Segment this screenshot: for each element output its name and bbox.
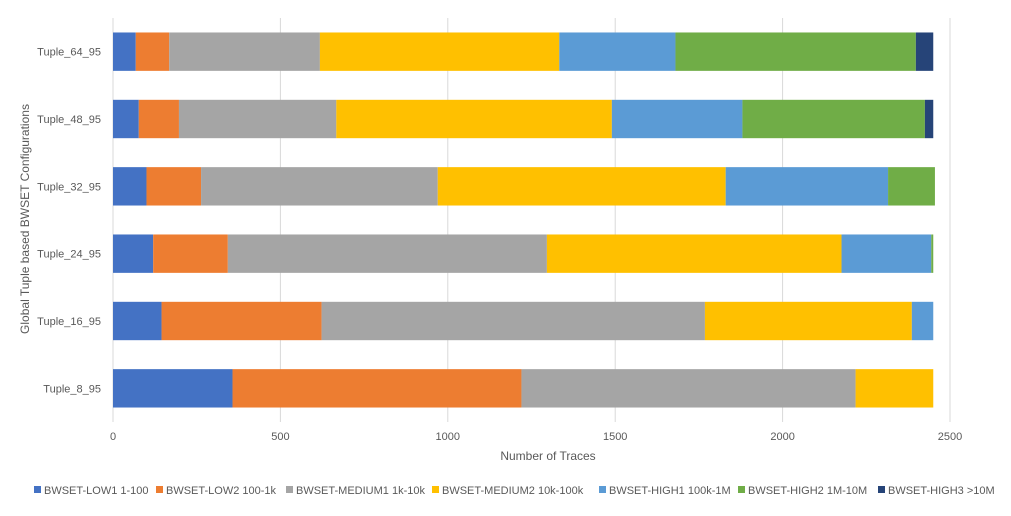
legend-swatch <box>599 486 606 493</box>
bar-segment <box>915 32 934 71</box>
legend-item: BWSET-HIGH1 100k-1M <box>599 485 731 497</box>
bar-segment <box>546 234 842 273</box>
legend-label: BWSET-LOW2 100-1k <box>166 485 277 497</box>
legend-swatch <box>432 486 439 493</box>
legend-label: BWSET-HIGH3 >10M <box>888 485 995 497</box>
bar-segment <box>559 32 676 71</box>
legend-label: BWSET-MEDIUM2 10k-100k <box>442 485 584 497</box>
bar-segment <box>675 32 916 71</box>
bar-segment <box>611 99 743 139</box>
bar-segment <box>161 301 322 341</box>
legend-label: BWSET-LOW1 1-100 <box>44 485 149 497</box>
legend-item: BWSET-HIGH2 1M-10M <box>738 485 867 497</box>
legend-swatch <box>878 486 885 493</box>
y-tick-label: Tuple_48_95 <box>37 114 101 126</box>
bar-segment <box>855 369 934 408</box>
y-axis-tick-labels: Tuple_8_95 Tuple_16_95 Tuple_24_95 Tuple_32… <box>37 47 101 396</box>
legend-swatch <box>156 486 163 493</box>
bar-segment <box>704 301 912 341</box>
x-axis-tick-labels: 0 500 1000 1500 2000 2500 <box>110 431 962 443</box>
bar-segment <box>113 32 136 71</box>
bar-segment <box>931 234 934 273</box>
legend-swatch <box>286 486 293 493</box>
bars <box>113 32 935 408</box>
bar-segment <box>169 32 320 71</box>
legend-swatch <box>34 486 41 493</box>
y-tick-label: Tuple_8_95 <box>43 383 101 395</box>
legend-swatch <box>738 486 745 493</box>
bar-segment <box>113 234 154 273</box>
bar-segment <box>521 369 856 408</box>
y-tick-label: Tuple_24_95 <box>37 249 101 261</box>
legend-item: BWSET-LOW2 100-1k <box>156 485 277 497</box>
bar-segment <box>841 234 932 273</box>
bar-segment <box>437 167 726 206</box>
bar-segment <box>153 234 228 273</box>
legend-item: BWSET-HIGH3 >10M <box>878 485 995 497</box>
bar-segment <box>138 99 179 139</box>
bar-segment <box>725 167 889 206</box>
legend-label: BWSET-HIGH1 100k-1M <box>609 485 731 497</box>
y-tick-label: Tuple_32_95 <box>37 181 101 193</box>
legend-label: BWSET-HIGH2 1M-10M <box>748 485 867 497</box>
bar-segment <box>113 369 233 408</box>
bar-segment <box>135 32 170 71</box>
bar-segment <box>232 369 522 408</box>
legend-label: BWSET-MEDIUM1 1k-10k <box>296 485 425 497</box>
x-tick-label: 1500 <box>603 431 627 443</box>
y-tick-label: Tuple_64_95 <box>37 47 101 59</box>
bar-segment <box>146 167 202 206</box>
bar-segment <box>319 32 560 71</box>
bar-segment <box>113 99 139 139</box>
bar-segment <box>113 301 162 341</box>
y-tick-label: Tuple_16_95 <box>37 316 101 328</box>
legend-item: BWSET-MEDIUM2 10k-100k <box>432 485 584 497</box>
bar-segment <box>911 301 934 341</box>
legend: BWSET-LOW1 1-100 BWSET-LOW2 100-1k BWSET-M… <box>34 485 995 497</box>
bar-segment <box>227 234 547 273</box>
x-axis-label: Number of Traces <box>500 449 595 463</box>
bar-segment <box>336 99 612 139</box>
gridlines <box>112 18 951 422</box>
bar-segment <box>201 167 438 206</box>
x-tick-label: 0 <box>110 431 116 443</box>
bar-segment <box>742 99 925 139</box>
bar-segment <box>113 167 147 206</box>
bar-segment <box>924 99 934 139</box>
legend-item: BWSET-LOW1 1-100 <box>34 485 149 497</box>
x-tick-label: 2500 <box>938 431 962 443</box>
y-axis-label: Global Tuple based BWSET Configurations <box>18 104 32 334</box>
x-tick-label: 1000 <box>436 431 460 443</box>
bar-segment <box>888 167 935 206</box>
x-tick-label: 2000 <box>770 431 794 443</box>
bar-segment <box>321 301 705 341</box>
x-tick-label: 500 <box>271 431 289 443</box>
bar-segment <box>178 99 337 139</box>
legend-item: BWSET-MEDIUM1 1k-10k <box>286 485 425 497</box>
